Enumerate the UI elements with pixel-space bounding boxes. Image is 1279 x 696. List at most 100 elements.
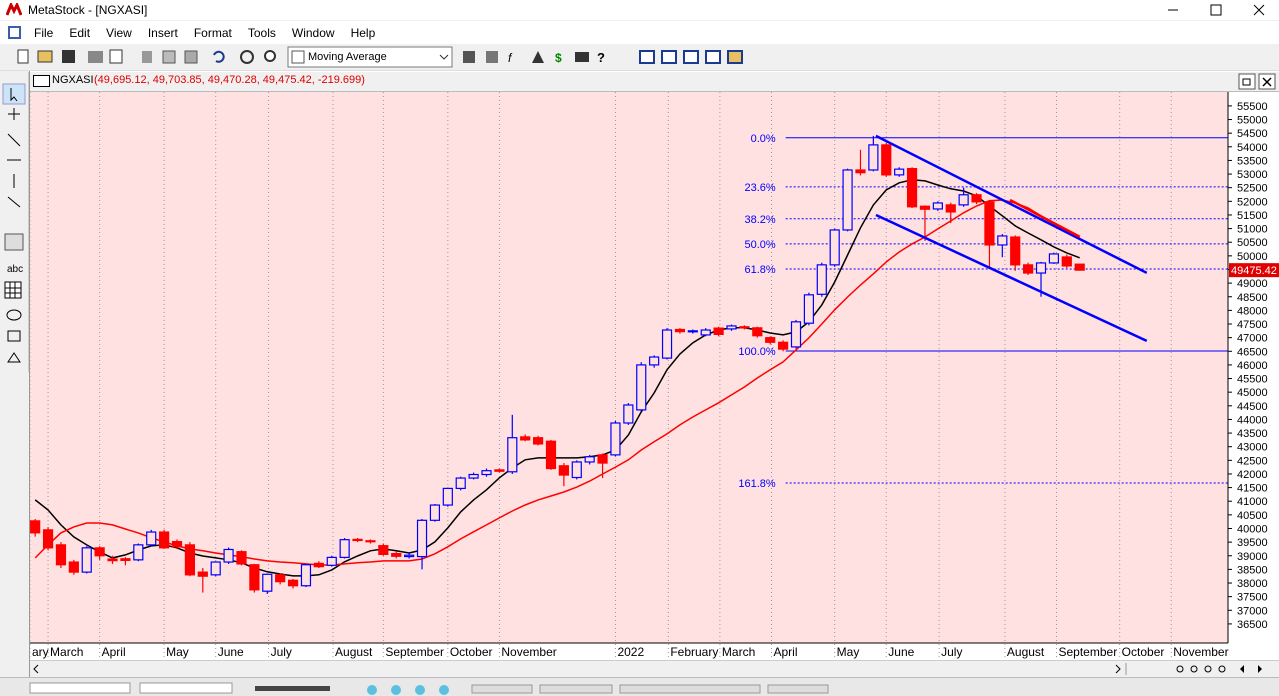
y-tick-label: 52000	[1237, 196, 1268, 208]
candle-body	[481, 470, 492, 476]
y-tick-label: 48500	[1237, 292, 1268, 304]
ohlc-summary: (49,695.12, 49,703.85, 49,470.28, 49,475…	[94, 74, 365, 86]
moving-average	[34, 179, 1080, 577]
y-tick-label: 52500	[1237, 183, 1268, 195]
x-tick-label: October	[1122, 645, 1165, 659]
menu-item[interactable]: File	[34, 25, 54, 40]
y-tick-label: 45500	[1237, 374, 1268, 386]
candle-body	[287, 579, 299, 587]
candle-body	[326, 556, 337, 566]
x-tick-label: November	[1173, 645, 1228, 659]
candle-body	[919, 205, 931, 210]
candle-body	[1010, 236, 1021, 266]
menu-item[interactable]: Window	[291, 25, 335, 40]
candle-body	[184, 544, 196, 576]
text-tool[interactable]: abc	[7, 264, 24, 275]
candle-body	[623, 404, 634, 424]
menu-item[interactable]: Help	[350, 25, 376, 40]
candle-body	[429, 504, 441, 521]
x-tick-label: June	[888, 645, 914, 659]
candle-body	[726, 325, 737, 330]
menu-item[interactable]: Tools	[247, 25, 276, 40]
x-tick-label: August	[335, 645, 373, 659]
candle-body	[416, 519, 428, 558]
y-tick-label: 50500	[1237, 237, 1268, 249]
candle-body	[584, 456, 595, 463]
candle-body	[1074, 263, 1085, 271]
x-axis-background	[30, 643, 1228, 660]
y-tick-label: 39000	[1237, 551, 1268, 563]
candle-body	[674, 328, 686, 333]
y-tick-label: 38000	[1237, 578, 1268, 590]
candle-body	[558, 465, 569, 476]
trendline	[875, 213, 1148, 343]
drawing-toolbar: abc	[0, 72, 29, 372]
candle-body	[945, 204, 956, 213]
menu-item[interactable]: Format	[193, 25, 232, 40]
x-tick-label: March	[50, 645, 83, 659]
candle-body	[468, 473, 479, 479]
x-tick-label: ary	[32, 645, 49, 659]
x-tick-label: April	[102, 645, 126, 659]
candle-body	[146, 531, 157, 546]
y-tick-label: 41000	[1237, 496, 1268, 508]
app-icon	[6, 3, 22, 16]
trendline	[1009, 198, 1081, 238]
fib-label: 100.0%	[738, 346, 776, 358]
candle-body	[649, 356, 660, 366]
y-tick-label: 44000	[1237, 414, 1268, 426]
indicator-select[interactable]: Moving Average	[308, 51, 387, 63]
candle-body	[520, 436, 531, 441]
y-tick-label: 47500	[1237, 319, 1268, 331]
y-tick-label: 51000	[1237, 224, 1268, 236]
y-tick-label: 55500	[1237, 101, 1268, 113]
candle-body	[300, 564, 312, 587]
candle-body	[30, 520, 41, 534]
candle-body	[197, 571, 208, 577]
last-price-label: 49475.42	[1231, 265, 1277, 277]
drawing-tools[interactable]	[0, 72, 28, 372]
candle-body	[803, 294, 814, 324]
y-tick-label: 46500	[1237, 346, 1268, 358]
candle-body	[932, 202, 943, 210]
candle-body	[378, 545, 389, 555]
toolbar-icons[interactable]: f $?	[0, 45, 760, 70]
x-tick-label: April	[773, 645, 797, 659]
candle-body	[1035, 262, 1047, 274]
y-tick-label: 40500	[1237, 510, 1268, 522]
y-tick-label: 43500	[1237, 428, 1268, 440]
status-items	[29, 682, 829, 695]
x-tick-label: March	[722, 645, 755, 659]
candle-body	[455, 477, 466, 490]
y-tick-label: 43000	[1237, 442, 1268, 454]
candle-body	[868, 144, 879, 171]
y-tick-label: 44500	[1237, 401, 1268, 413]
candle-body	[958, 194, 969, 206]
candle-body	[829, 229, 840, 266]
status-bar	[0, 677, 1279, 696]
candle-body	[352, 538, 363, 542]
window-controls[interactable]	[1160, 0, 1279, 20]
y-tick-label: 53000	[1237, 169, 1268, 181]
candle-body	[661, 329, 673, 359]
candle-body	[1061, 256, 1072, 267]
menu-item[interactable]: Insert	[147, 25, 178, 40]
scroll-bar[interactable]	[30, 660, 1279, 677]
candle-body	[532, 437, 544, 445]
menu-item[interactable]: Edit	[69, 25, 91, 40]
candle-body	[68, 561, 79, 573]
last-price-marker	[1229, 263, 1279, 278]
candle-body	[171, 540, 183, 548]
candle-body	[739, 326, 750, 329]
candle-body	[94, 547, 105, 557]
menu-item[interactable]: View	[106, 25, 132, 40]
y-tick-label: 49000	[1237, 278, 1268, 290]
scroll-controls[interactable]	[30, 661, 1279, 677]
x-tick-label: July	[271, 645, 292, 659]
fib-label: 50.0%	[744, 239, 775, 251]
chart-window-controls[interactable]	[1238, 73, 1278, 90]
doc-icon	[8, 25, 21, 39]
x-tick-label: August	[1007, 645, 1045, 659]
candle-body	[842, 169, 853, 231]
y-tick-label: 42000	[1237, 469, 1268, 481]
